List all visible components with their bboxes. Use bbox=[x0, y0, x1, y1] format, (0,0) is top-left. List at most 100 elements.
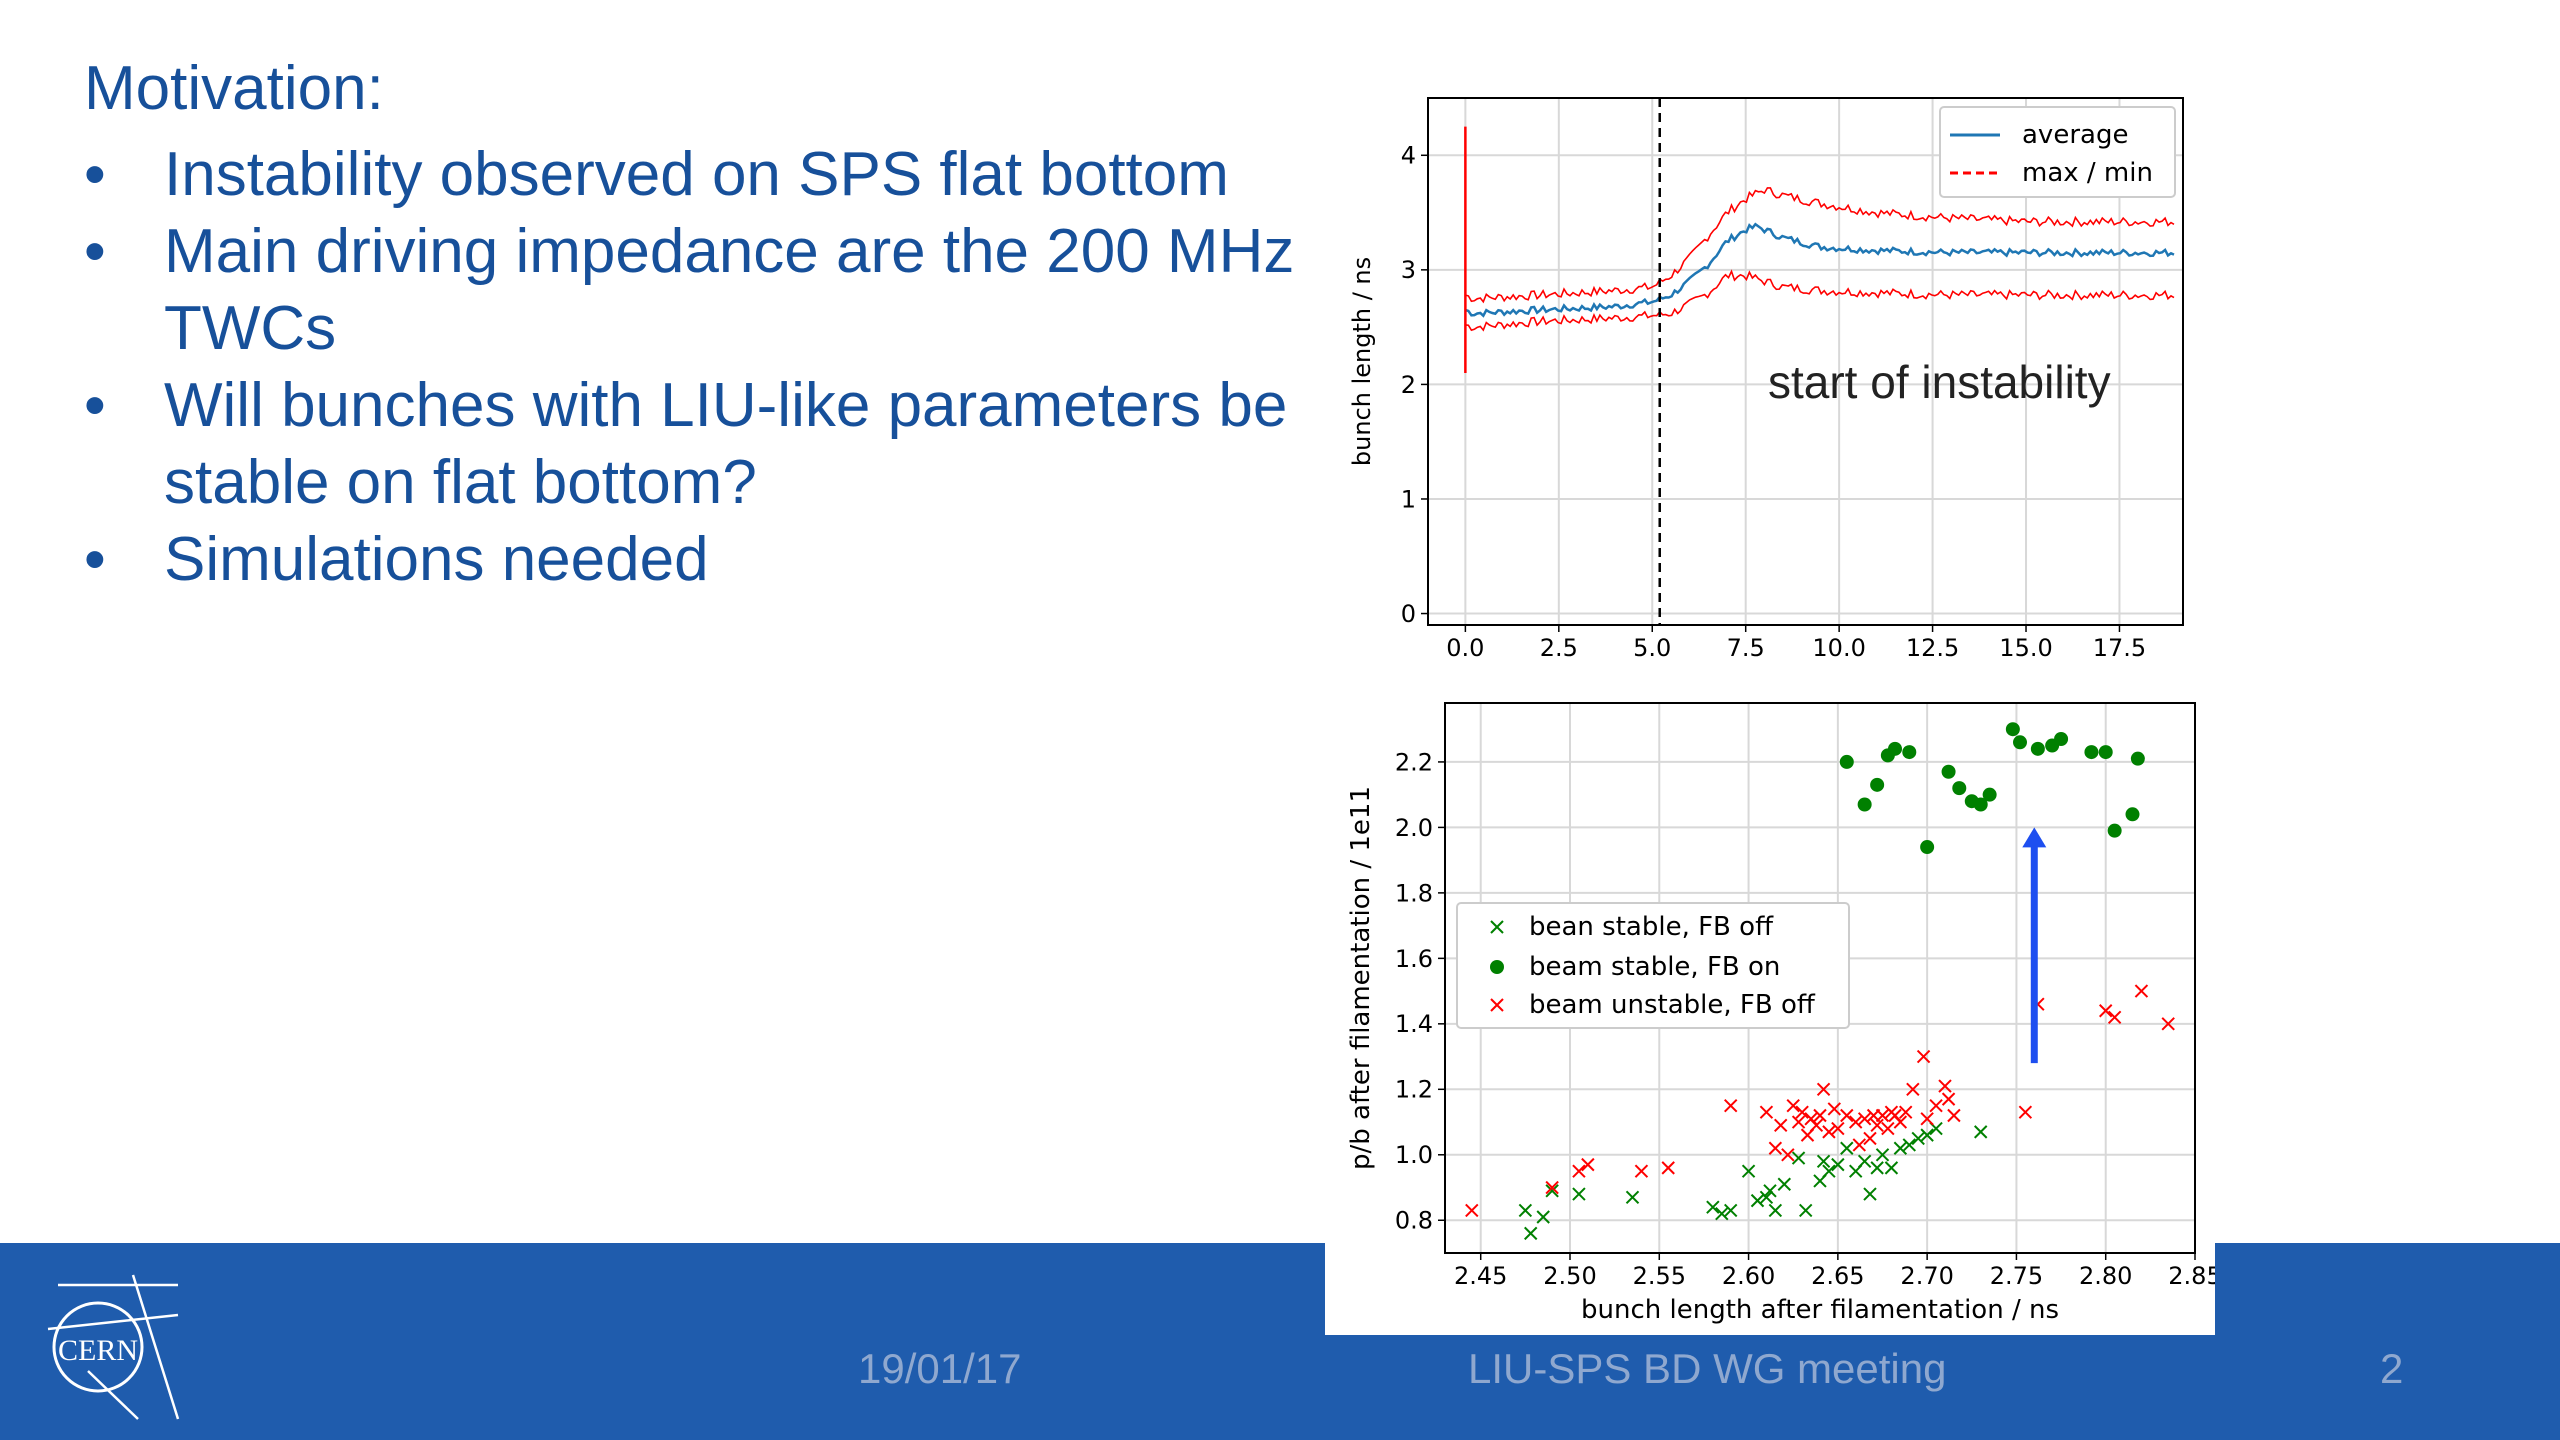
point-stable-fb-off bbox=[1799, 1203, 1813, 1218]
point-unstable-fb-off bbox=[1786, 1098, 1800, 1113]
point-unstable-fb-off bbox=[1893, 1115, 1908, 1129]
marker-stroke bbox=[1518, 1203, 1533, 1218]
marker-stroke bbox=[1899, 1105, 1913, 1119]
marker-stroke bbox=[2107, 1010, 2122, 1024]
marker-stroke bbox=[1724, 1203, 1738, 1218]
point-stable-fb-off bbox=[1870, 1161, 1884, 1175]
y-tick-label: 1.8 bbox=[1395, 879, 1433, 907]
point-stable-fb-on bbox=[2005, 722, 2020, 737]
legend-label-average: average bbox=[2022, 120, 2128, 150]
point-stable-fb-on bbox=[1973, 797, 1988, 812]
plot-frame bbox=[1427, 97, 2184, 626]
fb-arrow-head bbox=[2022, 827, 2047, 848]
marker-stroke bbox=[1870, 1161, 1884, 1175]
point-unstable-fb-off bbox=[1572, 1164, 1586, 1178]
point-stable-fb-off bbox=[1724, 1203, 1738, 1218]
series-average-line bbox=[1465, 222, 2175, 318]
legend-box bbox=[1456, 902, 1850, 1029]
point-unstable-fb-off bbox=[1781, 1148, 1795, 1162]
point-stable-fb-off bbox=[1822, 1164, 1836, 1178]
x-tick-label: 12.5 bbox=[1906, 634, 1959, 662]
point-unstable-fb-off bbox=[1545, 1180, 1559, 1195]
point-unstable-fb-off bbox=[1941, 1092, 1956, 1106]
point-unstable-fb-off bbox=[1920, 1112, 1934, 1126]
marker-stroke bbox=[1902, 1138, 1916, 1152]
x-tick-label: 2.85 bbox=[2168, 1262, 2215, 1290]
marker-stroke bbox=[1938, 1079, 1952, 1093]
point-unstable-fb-off bbox=[1875, 1108, 1890, 1123]
marker-stroke bbox=[1920, 1128, 1934, 1142]
marker-stroke bbox=[1840, 1141, 1854, 1155]
x-tick-label: 17.5 bbox=[2093, 634, 2146, 662]
point-unstable-fb-off bbox=[1809, 1118, 1824, 1133]
point-unstable-fb-off bbox=[1822, 1125, 1836, 1139]
point-unstable-fb-off bbox=[2018, 1105, 2033, 1119]
x-tick-label: 2.75 bbox=[1990, 1262, 2043, 1290]
marker-stroke bbox=[1929, 1098, 1943, 1113]
legend-marker-stable-fb-on bbox=[1490, 960, 1504, 974]
point-stable-fb-on bbox=[1982, 787, 1997, 802]
point-unstable-fb-off bbox=[2161, 1017, 2175, 1031]
marker-stroke bbox=[1791, 1115, 1806, 1129]
marker-stroke bbox=[1916, 1049, 1931, 1064]
legend-marker-stable-fb-off bbox=[1490, 920, 1504, 934]
marker-stroke bbox=[1759, 1105, 1774, 1119]
point-stable-fb-off bbox=[1831, 1157, 1845, 1172]
marker-stroke bbox=[1795, 1105, 1809, 1119]
bunch-length-chart: 0.0 2.5 5.0 7.5 10.0 12.5 15.0 17.5 0 1 2 3 4 bunch l… bbox=[1348, 97, 2184, 662]
y-tick-label: 1.2 bbox=[1395, 1076, 1433, 1104]
marker-stroke bbox=[1827, 1102, 1841, 1116]
point-unstable-fb-off bbox=[1863, 1131, 1877, 1146]
marker-stroke bbox=[1906, 1082, 1920, 1097]
point-stable-fb-on bbox=[2098, 745, 2113, 760]
marker-stroke bbox=[2134, 984, 2149, 998]
point-unstable-fb-off bbox=[1881, 1121, 1895, 1136]
x-tick-label: 2.45 bbox=[1454, 1262, 1507, 1290]
marker-stroke bbox=[1881, 1121, 1895, 1136]
marker-stroke bbox=[1947, 1108, 1961, 1123]
marker-stroke bbox=[1724, 1098, 1738, 1113]
x-tick-label: 15.0 bbox=[1999, 634, 2052, 662]
point-stable-fb-on bbox=[2013, 735, 2027, 750]
point-stable-fb-off bbox=[1750, 1193, 1765, 1208]
marker-stroke bbox=[1763, 1184, 1777, 1198]
point-stable-fb-on bbox=[1888, 741, 1902, 756]
point-stable-fb-off bbox=[1768, 1203, 1783, 1218]
footer-meeting: LIU-SPS BD WG meeting bbox=[1468, 1345, 1947, 1392]
marker-stroke bbox=[1524, 1226, 1538, 1241]
y-tick-label: 1.6 bbox=[1395, 945, 1433, 973]
bullet-item: Simulations needed bbox=[84, 521, 1334, 598]
bullet-list: Instability observed on SPS flat bottom … bbox=[84, 136, 1334, 598]
y-axis-label: bunch length / ns bbox=[1348, 257, 1376, 466]
point-stable-fb-off bbox=[1863, 1187, 1877, 1201]
point-unstable-fb-off bbox=[1827, 1102, 1841, 1116]
marker-stroke bbox=[1750, 1193, 1765, 1208]
marker-stroke bbox=[1634, 1164, 1649, 1178]
point-stable-fb-on bbox=[1870, 777, 1885, 792]
bullet-item: Instability observed on SPS flat bottom bbox=[84, 136, 1334, 213]
point-unstable-fb-off bbox=[1831, 1121, 1845, 1136]
point-stable-fb-on bbox=[2054, 732, 2069, 747]
x-tick-label: 2.55 bbox=[1633, 1262, 1686, 1290]
point-stable-fb-off bbox=[1715, 1207, 1729, 1221]
y-tick-label: 0 bbox=[1401, 600, 1416, 628]
point-stable-fb-off bbox=[1974, 1125, 1988, 1139]
point-unstable-fb-off bbox=[2134, 984, 2149, 998]
marker-stroke bbox=[1857, 1154, 1872, 1169]
marker-stroke bbox=[1929, 1121, 1943, 1136]
series-maxmin-line bbox=[1465, 269, 2175, 332]
marker-stroke bbox=[1863, 1131, 1877, 1146]
marker-stroke bbox=[1781, 1148, 1795, 1162]
x-tick-label: 2.60 bbox=[1722, 1262, 1775, 1290]
marker-stroke bbox=[1809, 1118, 1824, 1133]
point-unstable-fb-off bbox=[1759, 1105, 1774, 1119]
point-stable-fb-on bbox=[2130, 751, 2145, 766]
x-tick-label: 5.0 bbox=[1633, 634, 1671, 662]
marker-stroke bbox=[1777, 1177, 1791, 1191]
marker-stroke bbox=[1831, 1121, 1845, 1136]
legend-label-maxmin: max / min bbox=[2022, 158, 2153, 188]
point-stable-fb-off bbox=[1791, 1151, 1806, 1165]
point-unstable-fb-off bbox=[1947, 1108, 1961, 1123]
y-tick-label: 4 bbox=[1401, 142, 1416, 170]
marker-stroke bbox=[1625, 1190, 1640, 1205]
